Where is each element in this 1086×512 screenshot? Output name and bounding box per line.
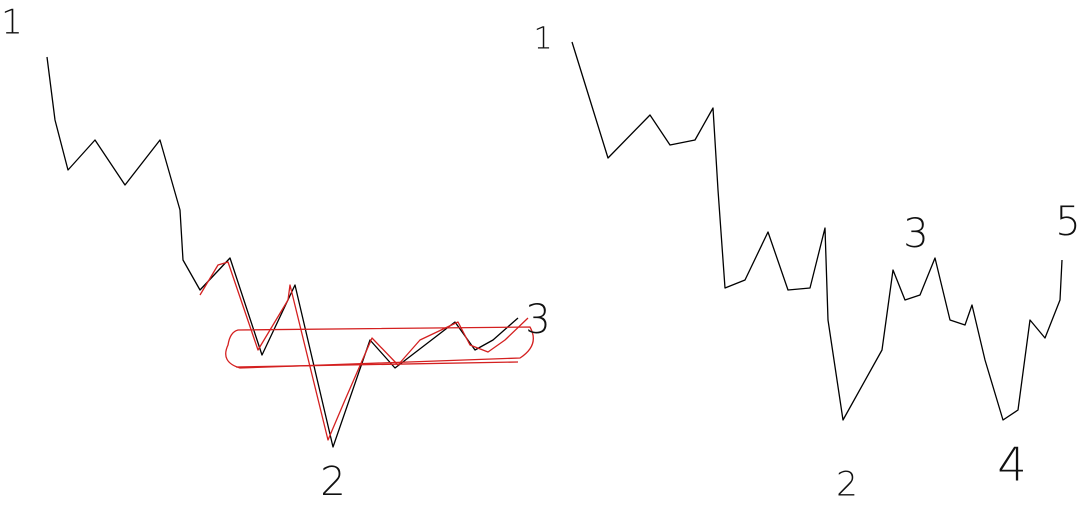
left-label-1: 1 (1, 3, 23, 43)
left-red-range-line (235, 361, 519, 368)
left-price-line (46, 56, 519, 448)
right-label-4: 4 (997, 438, 1026, 492)
right-label-5: 5 (1055, 199, 1080, 245)
left-label-2: 2 (320, 459, 345, 505)
left-red-overlay (199, 261, 529, 441)
right-label-2: 2 (836, 465, 858, 505)
left-red-range-box (225, 326, 534, 369)
right-price-line (571, 41, 1063, 421)
right-label-1: 1 (533, 22, 552, 57)
left-label-3: 3 (525, 297, 550, 343)
right-label-3: 3 (903, 211, 928, 257)
